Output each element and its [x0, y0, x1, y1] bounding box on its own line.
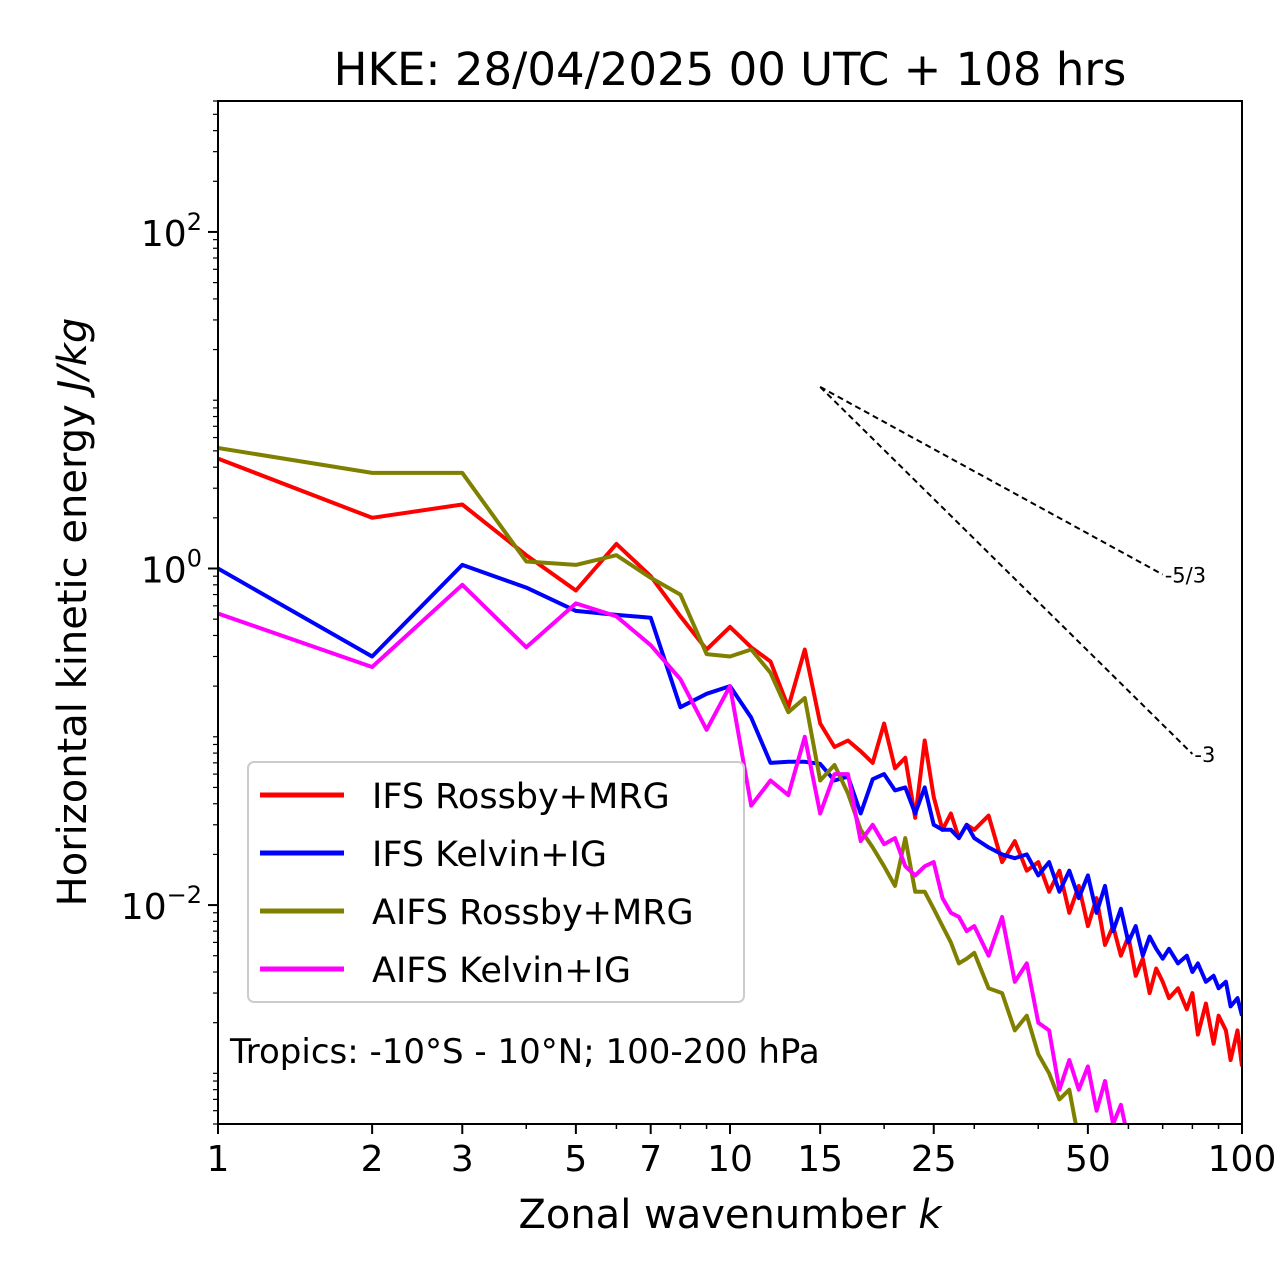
series-line-0 — [218, 456, 1242, 1067]
x-axis-ticks: 1 2 3 5 7 10 15 25 50 100 — [207, 1124, 1277, 1180]
x-tick-label-8: 50 — [1065, 1139, 1111, 1180]
x-tick-label-0: 1 — [207, 1139, 230, 1180]
series-line-3 — [218, 582, 1128, 1124]
x-axis-label-var: k — [918, 1192, 943, 1238]
legend-label-3: AIFS Kelvin+IG — [372, 951, 631, 991]
slope-label-1: -3 — [1194, 743, 1215, 767]
x-tick-label-5: 10 — [707, 1139, 753, 1180]
series-layer — [218, 446, 1242, 1124]
x-tick-label-2: 3 — [451, 1139, 474, 1180]
y-axis-ticks: 10−2 100 102 — [121, 100, 218, 1125]
legend-entries: IFS Rossby+MRG IFS Kelvin+IG AIFS Rossby+M… — [260, 777, 694, 991]
y-axis-label: Horizontal kinetic energy J/kg — [50, 318, 96, 907]
region-annotation: Tropics: -10°S - 10°N; 100-200 hPa — [229, 1032, 820, 1072]
x-tick-label-9: 100 — [1208, 1139, 1277, 1180]
x-axis-label: Zonal wavenumber k — [518, 1192, 943, 1238]
legend-label-0: IFS Rossby+MRG — [372, 777, 670, 817]
slope-label-0: -5/3 — [1165, 564, 1206, 588]
series-line-1 — [218, 562, 1242, 1017]
x-tick-label-7: 25 — [911, 1139, 957, 1180]
chart-title: HKE: 28/04/2025 00 UTC + 108 hrs — [334, 43, 1127, 96]
x-tick-label-1: 2 — [361, 1139, 384, 1180]
x-tick-label-4: 7 — [639, 1139, 662, 1180]
slope-line-0 — [819, 386, 1164, 576]
y-tick-label-1: 100 — [141, 545, 202, 592]
y-axis-label-text: Horizontal kinetic energy — [50, 404, 96, 906]
series-line-2 — [218, 446, 1078, 1124]
slope-line-1 — [819, 386, 1194, 755]
legend-label-1: IFS Kelvin+IG — [372, 835, 607, 875]
y-tick-label-2: 102 — [141, 208, 202, 255]
legend: IFS Rossby+MRG IFS Kelvin+IG AIFS Rossby+M… — [247, 761, 745, 1003]
legend-box — [247, 761, 745, 1003]
legend-label-2: AIFS Rossby+MRG — [372, 893, 694, 933]
x-axis-label-text: Zonal wavenumber — [518, 1192, 906, 1238]
y-axis-label-units: J/kg — [50, 318, 96, 399]
y-tick-label-0: 10−2 — [121, 881, 202, 928]
reference-slopes: -5/3 -3 — [819, 386, 1215, 767]
x-tick-label-3: 5 — [564, 1139, 587, 1180]
x-tick-label-6: 15 — [797, 1139, 843, 1180]
